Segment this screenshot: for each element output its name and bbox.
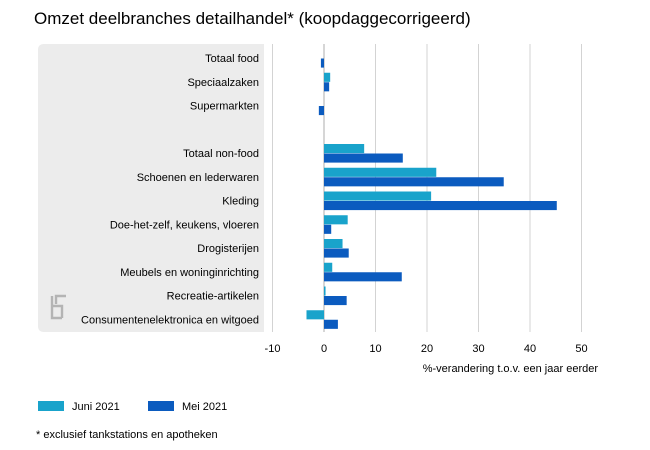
- x-tick-label: 0: [321, 343, 327, 355]
- category-label: Drogisterijen: [197, 243, 259, 255]
- x-tick-label: 40: [524, 343, 536, 355]
- bar: [324, 215, 348, 225]
- bar: [324, 191, 432, 201]
- bar: [324, 72, 331, 82]
- category-label: Supermarkten: [190, 101, 259, 113]
- category-panel: [38, 44, 264, 332]
- bar: [324, 248, 349, 258]
- bar: [324, 224, 332, 234]
- bar: [324, 296, 347, 306]
- bar: [324, 177, 504, 187]
- bar: [318, 106, 324, 116]
- bar: [320, 58, 324, 68]
- category-label: Recreatie-artikelen: [167, 291, 259, 303]
- chart-title: Omzet deelbranches detailhandel* (koopda…: [34, 9, 471, 28]
- x-tick-label: 30: [472, 343, 484, 355]
- bar: [324, 319, 338, 329]
- bar: [324, 153, 403, 163]
- category-label: Totaal food: [205, 53, 259, 65]
- category-label: Schoenen en lederwaren: [137, 172, 259, 184]
- footnote: * exclusief tankstations en apotheken: [36, 429, 218, 441]
- x-tick-label: 50: [575, 343, 587, 355]
- bar: [306, 310, 324, 320]
- category-label: Totaal non-food: [183, 148, 259, 160]
- x-tick-label: 10: [369, 343, 381, 355]
- category-label: Speciaalzaken: [187, 77, 259, 89]
- legend-swatch: [38, 401, 64, 411]
- category-label: Consumentenelektronica en witgoed: [81, 314, 259, 326]
- bar: [324, 286, 326, 296]
- category-label: Meubels en woninginrichting: [120, 267, 259, 279]
- bars: [306, 58, 557, 329]
- category-label: Doe-het-zelf, keukens, vloeren: [110, 219, 259, 231]
- x-tick-labels: -10 0 10 20 30 40 50: [265, 343, 588, 355]
- bar: [324, 167, 437, 177]
- x-axis-title: %-verandering t.o.v. een jaar eerder: [423, 363, 599, 375]
- bar: [324, 262, 333, 272]
- x-tick-label: 20: [421, 343, 433, 355]
- legend-label: Juni 2021: [72, 401, 120, 413]
- legend-swatch: [148, 401, 174, 411]
- bar: [324, 201, 557, 211]
- bar: [324, 272, 402, 282]
- gridlines: [272, 44, 582, 332]
- x-tick-label: -10: [265, 343, 281, 355]
- bar: [324, 239, 343, 249]
- category-labels: Totaal food Speciaalzaken Supermarkten Tota…: [81, 53, 259, 326]
- bar: [324, 144, 365, 154]
- cbs-logo-icon: [50, 294, 66, 320]
- category-label: Kleding: [222, 196, 259, 208]
- legend-label: Mei 2021: [182, 401, 227, 413]
- legend: Juni 2021 Mei 2021: [38, 401, 227, 413]
- bar: [324, 82, 330, 92]
